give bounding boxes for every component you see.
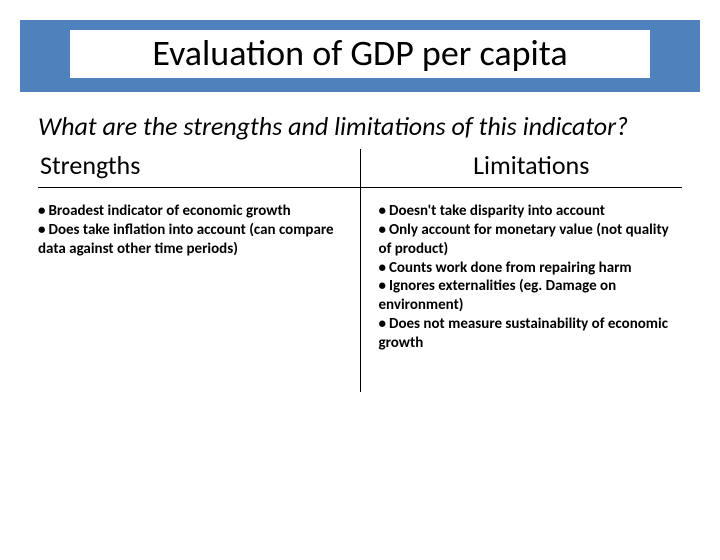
strengths-header: Strengths [38, 149, 342, 187]
limitations-list: Doesn't take disparity into account Only… [379, 202, 683, 352]
limitations-header: Limitations [379, 149, 683, 187]
strengths-list: Broadest indicator of economic growth Do… [38, 202, 342, 258]
list-item: Ignores externalities (eg. Damage on env… [379, 277, 683, 315]
list-item: Does not measure sustainability of econo… [379, 315, 683, 353]
list-item: Doesn't take disparity into account [379, 202, 683, 221]
strengths-column: Broadest indicator of economic growth Do… [20, 188, 361, 392]
title-bar: Evaluation of GDP per capita [20, 20, 700, 92]
strengths-header-cell: Strengths [20, 149, 361, 187]
limitations-header-cell: Limitations [361, 149, 701, 187]
column-headers-row: Strengths Limitations [0, 149, 720, 187]
list-item: Broadest indicator of economic growth [38, 202, 342, 221]
question-text: What are the strengths and limitations o… [0, 92, 720, 150]
page-title: Evaluation of GDP per capita [70, 30, 650, 78]
list-item: Counts work done from repairing harm [379, 259, 683, 278]
list-item: Only account for monetary value (not qua… [379, 221, 683, 259]
list-item: Does take inflation into account (can co… [38, 221, 342, 259]
column-body-row: Broadest indicator of economic growth Do… [0, 188, 720, 392]
limitations-column: Doesn't take disparity into account Only… [361, 188, 701, 392]
